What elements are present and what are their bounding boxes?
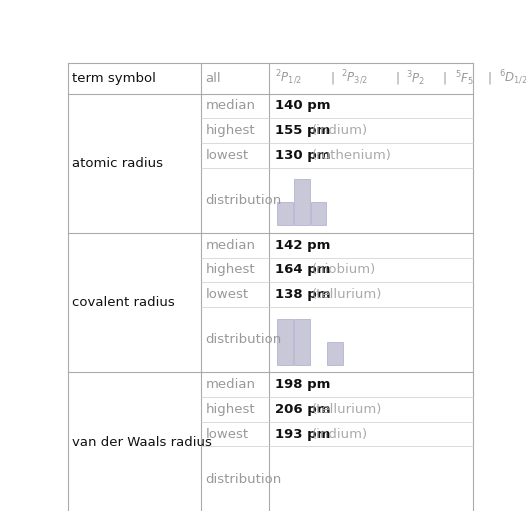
Text: $^3P_2$: $^3P_2$ bbox=[406, 69, 425, 87]
Text: highest: highest bbox=[206, 403, 255, 416]
Text: (indium): (indium) bbox=[312, 124, 368, 137]
Text: distribution: distribution bbox=[206, 473, 282, 485]
Text: lowest: lowest bbox=[206, 428, 249, 440]
Text: |: | bbox=[487, 72, 491, 85]
Bar bbox=[277, 458, 293, 504]
Text: median: median bbox=[206, 239, 256, 252]
Text: $^2P_{3/2}$: $^2P_{3/2}$ bbox=[340, 69, 368, 87]
Text: |: | bbox=[396, 72, 400, 85]
Bar bbox=[277, 202, 293, 225]
Text: 206 pm: 206 pm bbox=[275, 403, 331, 416]
Text: (tellurium): (tellurium) bbox=[312, 288, 382, 301]
Bar bbox=[277, 319, 293, 364]
Text: 130 pm: 130 pm bbox=[275, 149, 331, 162]
Text: 164 pm: 164 pm bbox=[275, 264, 331, 276]
Text: 138 pm: 138 pm bbox=[275, 288, 331, 301]
Text: (niobium): (niobium) bbox=[312, 264, 376, 276]
Text: covalent radius: covalent radius bbox=[72, 296, 175, 309]
Text: 140 pm: 140 pm bbox=[275, 100, 331, 112]
Text: $^6D_{1/2}$: $^6D_{1/2}$ bbox=[500, 69, 526, 87]
Bar bbox=[294, 319, 309, 364]
Text: (tellurium): (tellurium) bbox=[312, 403, 382, 416]
Text: 198 pm: 198 pm bbox=[275, 378, 331, 391]
Text: van der Waals radius: van der Waals radius bbox=[72, 435, 212, 449]
Text: (ruthenium): (ruthenium) bbox=[312, 149, 392, 162]
Text: median: median bbox=[206, 378, 256, 391]
Bar bbox=[311, 202, 326, 225]
Text: all: all bbox=[206, 72, 221, 85]
Text: highest: highest bbox=[206, 124, 255, 137]
Text: (indium): (indium) bbox=[312, 428, 368, 440]
Text: |: | bbox=[442, 72, 447, 85]
Text: median: median bbox=[206, 100, 256, 112]
Text: term symbol: term symbol bbox=[72, 72, 156, 85]
Text: distribution: distribution bbox=[206, 333, 282, 346]
Text: $^5F_5$: $^5F_5$ bbox=[454, 69, 473, 87]
Text: highest: highest bbox=[206, 264, 255, 276]
Bar bbox=[294, 179, 309, 225]
Text: lowest: lowest bbox=[206, 149, 249, 162]
Text: 142 pm: 142 pm bbox=[275, 239, 331, 252]
Bar bbox=[294, 458, 309, 504]
Bar bbox=[328, 342, 343, 364]
Text: 155 pm: 155 pm bbox=[275, 124, 330, 137]
Text: atomic radius: atomic radius bbox=[72, 157, 163, 170]
Bar bbox=[328, 458, 343, 504]
Text: $^2P_{1/2}$: $^2P_{1/2}$ bbox=[275, 69, 302, 87]
Text: distribution: distribution bbox=[206, 194, 282, 207]
Text: |: | bbox=[330, 72, 335, 85]
Text: 193 pm: 193 pm bbox=[275, 428, 331, 440]
Text: lowest: lowest bbox=[206, 288, 249, 301]
